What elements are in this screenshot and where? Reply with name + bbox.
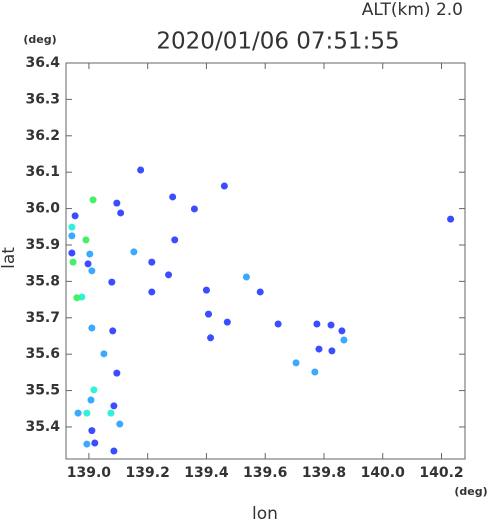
echo-point bbox=[110, 447, 118, 455]
y-unit: (deg) bbox=[23, 33, 56, 46]
echo-point bbox=[90, 386, 98, 394]
echo-point bbox=[171, 236, 179, 244]
echo-point bbox=[274, 320, 282, 328]
echo-point bbox=[108, 278, 116, 286]
echo-point bbox=[256, 288, 264, 296]
y-tick-label: 36.0 bbox=[25, 201, 60, 217]
echo-point bbox=[447, 215, 455, 223]
echo-point bbox=[87, 396, 95, 404]
echo-point bbox=[338, 327, 346, 335]
echo-point bbox=[130, 248, 138, 256]
x-axis-title: lon bbox=[252, 504, 278, 521]
echo-point bbox=[113, 199, 121, 207]
echo-point bbox=[165, 271, 173, 279]
echo-point bbox=[223, 318, 231, 326]
y-tick-label: 35.9 bbox=[25, 237, 60, 253]
x-tick-label: 139.0 bbox=[67, 465, 112, 481]
echo-point bbox=[68, 232, 76, 240]
echo-point bbox=[205, 310, 212, 318]
altitude-label: ALT(km) 2.0 bbox=[362, 0, 463, 20]
echo-point bbox=[71, 212, 79, 220]
echo-point bbox=[69, 258, 77, 266]
y-axis-title: lat bbox=[0, 247, 19, 269]
echo-point bbox=[340, 336, 348, 344]
echo-point bbox=[220, 182, 228, 190]
echo-point bbox=[148, 258, 156, 266]
echo-point bbox=[113, 369, 121, 377]
echo-point bbox=[110, 402, 118, 410]
y-tick-label: 36.3 bbox=[25, 91, 60, 107]
echo-point bbox=[315, 345, 323, 353]
x-tick-label: 139.6 bbox=[243, 465, 287, 481]
y-tick-label: 36.4 bbox=[25, 55, 60, 71]
y-tick-label: 35.6 bbox=[25, 346, 60, 362]
y-tick-label: 35.5 bbox=[25, 383, 60, 399]
echo-point bbox=[148, 288, 156, 296]
echo-point bbox=[137, 166, 145, 174]
x-tick-label: 139.4 bbox=[184, 465, 229, 481]
echo-point bbox=[73, 294, 81, 302]
x-tick-label: 140.0 bbox=[361, 465, 406, 481]
echo-point bbox=[68, 223, 76, 231]
echo-point bbox=[83, 409, 91, 417]
echo-point bbox=[74, 409, 82, 417]
echo-point bbox=[242, 273, 250, 281]
echo-point bbox=[82, 236, 90, 244]
echo-point bbox=[88, 324, 96, 332]
y-tick-label: 35.4 bbox=[25, 419, 60, 435]
echo-point bbox=[84, 260, 92, 268]
echo-point bbox=[328, 347, 336, 355]
x-tick-label: 140.2 bbox=[419, 465, 463, 481]
echo-point bbox=[88, 427, 96, 435]
echo-point bbox=[311, 368, 319, 376]
echo-point bbox=[83, 440, 91, 448]
x-unit: (deg) bbox=[454, 485, 487, 498]
chart-title: 2020/01/06 07:51:55 bbox=[156, 29, 399, 55]
echo-point bbox=[169, 193, 177, 201]
echo-point bbox=[109, 327, 117, 335]
echo-point bbox=[117, 209, 125, 217]
echo-point bbox=[91, 439, 99, 447]
echo-point bbox=[292, 359, 300, 367]
echo-point bbox=[107, 409, 115, 417]
echo-point bbox=[313, 320, 321, 328]
echo-point bbox=[202, 286, 210, 294]
y-tick-label: 36.1 bbox=[25, 164, 60, 180]
echo-point bbox=[89, 196, 97, 204]
y-tick-label: 35.7 bbox=[25, 310, 60, 326]
echo-point bbox=[100, 350, 108, 358]
echo-point bbox=[86, 250, 94, 258]
echo-point bbox=[68, 249, 76, 257]
y-tick-label: 35.8 bbox=[25, 273, 60, 289]
y-tick-label: 36.2 bbox=[25, 128, 60, 144]
x-tick-label: 139.8 bbox=[302, 465, 346, 481]
echo-point bbox=[207, 334, 215, 342]
echo-point bbox=[327, 321, 335, 329]
plot-frame bbox=[65, 62, 466, 460]
echo-point bbox=[116, 420, 124, 428]
echo-point bbox=[190, 205, 198, 213]
echo-point bbox=[88, 267, 96, 275]
x-tick-label: 139.2 bbox=[126, 465, 170, 481]
